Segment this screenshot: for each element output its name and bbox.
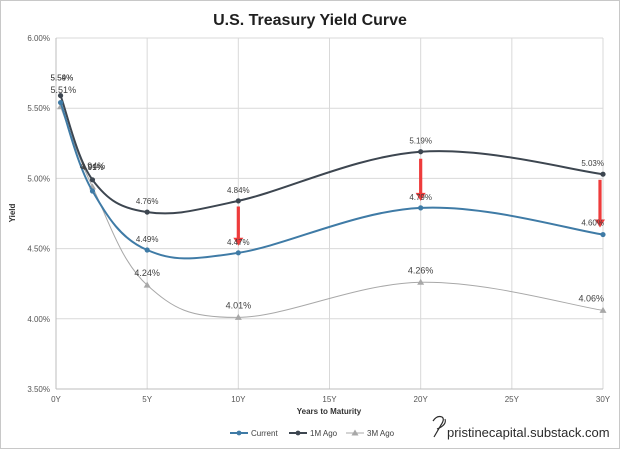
arrow-head [415,192,426,201]
data-label: 4.47% [227,238,250,247]
data-point-marker [600,231,606,238]
legend-marker [351,429,359,436]
data-label: 4.99% [81,163,104,172]
legend-marker [236,430,242,436]
data-point-marker [234,313,242,320]
data-label: 4.49% [136,235,159,244]
series-lines [57,92,607,320]
legend-label: 1M Ago [310,429,338,438]
series-1m-ago [57,92,606,215]
data-point-marker [144,209,150,215]
legend: Current 1M Ago 3M Ago [230,429,395,438]
data-label: 5.03% [581,159,604,168]
red-arrow [233,206,244,246]
data-point-marker [143,281,151,288]
red-arrow [415,158,426,201]
data-point-marker [144,247,150,253]
data-point-marker [89,188,96,194]
y-tick-label: 5.00% [27,174,50,183]
x-tick-label: 10Y [231,395,246,404]
data-point-marker [57,99,64,106]
data-point-marker [418,149,424,155]
data-label: 4.84% [227,186,250,195]
data-point-marker [89,177,96,183]
legend-label: Current [251,429,278,438]
y-tick-label: 6.00% [27,34,50,43]
data-label: 4.01% [226,300,252,310]
x-tick-label: 0Y [51,395,61,404]
chart-title: U.S. Treasury Yield Curve [213,12,407,29]
watermark: pristinecapital.substack.com [432,415,610,440]
data-point-marker [418,205,424,211]
y-tick-label: 4.50% [27,245,50,254]
data-point-marker [600,171,606,177]
red-arrow [595,179,605,228]
arrow-head [595,219,605,228]
series-line [59,95,604,215]
data-label: 4.06% [578,293,604,303]
data-point-marker [235,250,241,256]
data-label: 4.94% [80,161,106,171]
data-label: 5.51% [51,85,77,95]
y-axis-title: Yield [8,203,17,222]
data-label: 4.79% [409,193,432,202]
data-label: 4.24% [134,268,160,278]
data-point-marker [417,278,425,285]
data-point-marker [599,306,607,313]
data-label: 4.60% [581,219,604,228]
series-current [57,99,606,260]
data-label: 5.19% [409,137,432,146]
legend-marker [295,430,301,436]
gridlines [55,37,604,390]
data-label: 5.54% [51,74,74,83]
x-tick-label: 15Y [322,395,337,404]
data-label: 4.76% [136,197,159,206]
x-tick-label: 25Y [505,395,520,404]
arrow-head [233,237,244,246]
data-label: 4.26% [408,265,434,275]
change-arrows [233,158,605,246]
x-tick-label: 20Y [414,395,429,404]
legend-label: 3M Ago [367,429,395,438]
legend-item-3m-ago: 3M Ago [346,429,395,438]
legend-item-1m-ago: 1M Ago [289,429,338,438]
x-tick-label: 30Y [596,395,611,404]
watermark-text: pristinecapital.substack.com [447,425,610,440]
data-labels: 5.59% 4.99% 4.76% 4.84% 5.19% 5.03% 5.54% 4.91%… [51,74,604,311]
data-label: 5.59% [51,74,74,83]
y-tick-label: 4.00% [27,315,50,324]
data-point-marker [57,92,64,99]
data-point-marker [235,198,241,204]
x-axis-title: Years to Maturity [297,407,362,416]
axes: 3.50% 4.00% 4.50% 5.00% 5.50% 6.00% 0Y 5Y 10Y 15Y… [27,34,610,404]
watermark-logo-icon [432,415,446,438]
y-tick-label: 5.50% [27,104,50,113]
y-tick-label: 3.50% [27,385,50,394]
x-tick-label: 5Y [142,395,152,404]
data-label: 4.91% [81,163,104,172]
legend-item-current: Current [230,429,278,438]
